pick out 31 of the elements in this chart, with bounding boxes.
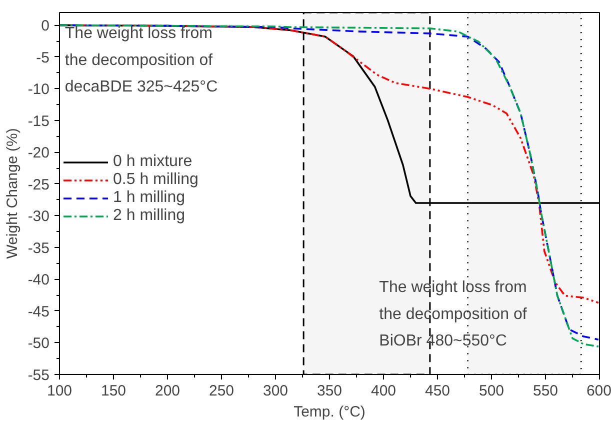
y-tick-label: -45 [28,303,50,320]
y-tick-label: -10 [28,81,50,98]
x-tick-label: 550 [532,382,558,400]
legend-label: 0 h mixture [113,153,192,171]
x-tick-label: 250 [208,382,234,400]
y-tick-label: 0 [41,18,50,35]
x-axis-title: Temp. (°C) [294,404,366,420]
x-tick-label: 200 [154,382,180,400]
y-tick-label: -50 [28,335,50,352]
legend-label: 1 h milling [113,189,186,207]
x-tick-label: 100 [46,382,72,400]
y-tick-label: -15 [28,112,50,130]
y-tick-label: -25 [28,176,50,194]
legend-label: 0.5 h milling [113,171,198,189]
annotation: The weight loss from the decomposition of BiOBr 480~550°C [379,279,528,350]
y-tick-label: -40 [28,272,50,289]
x-tick-label: 500 [478,382,504,400]
legend-label: 2 h milling [113,207,186,225]
y-axis-title: Weight Change (%) [4,128,21,259]
x-tick-label: 350 [316,382,342,400]
y-tick-label: -55 [28,367,50,384]
y-tick-label: -20 [28,144,50,162]
y-tick-label: -35 [28,240,50,257]
x-tick-label: 400 [370,382,396,400]
x-tick-label: 450 [424,382,450,400]
x-tick-label: 150 [100,382,126,400]
x-tick-label: 300 [262,382,288,400]
y-tick-label: -30 [28,208,50,226]
y-tick-label: -5 [36,49,50,66]
annotation: The weight loss from the decomposition of decaBDE 325~425°C [64,25,218,96]
x-tick-label: 600 [586,382,611,400]
